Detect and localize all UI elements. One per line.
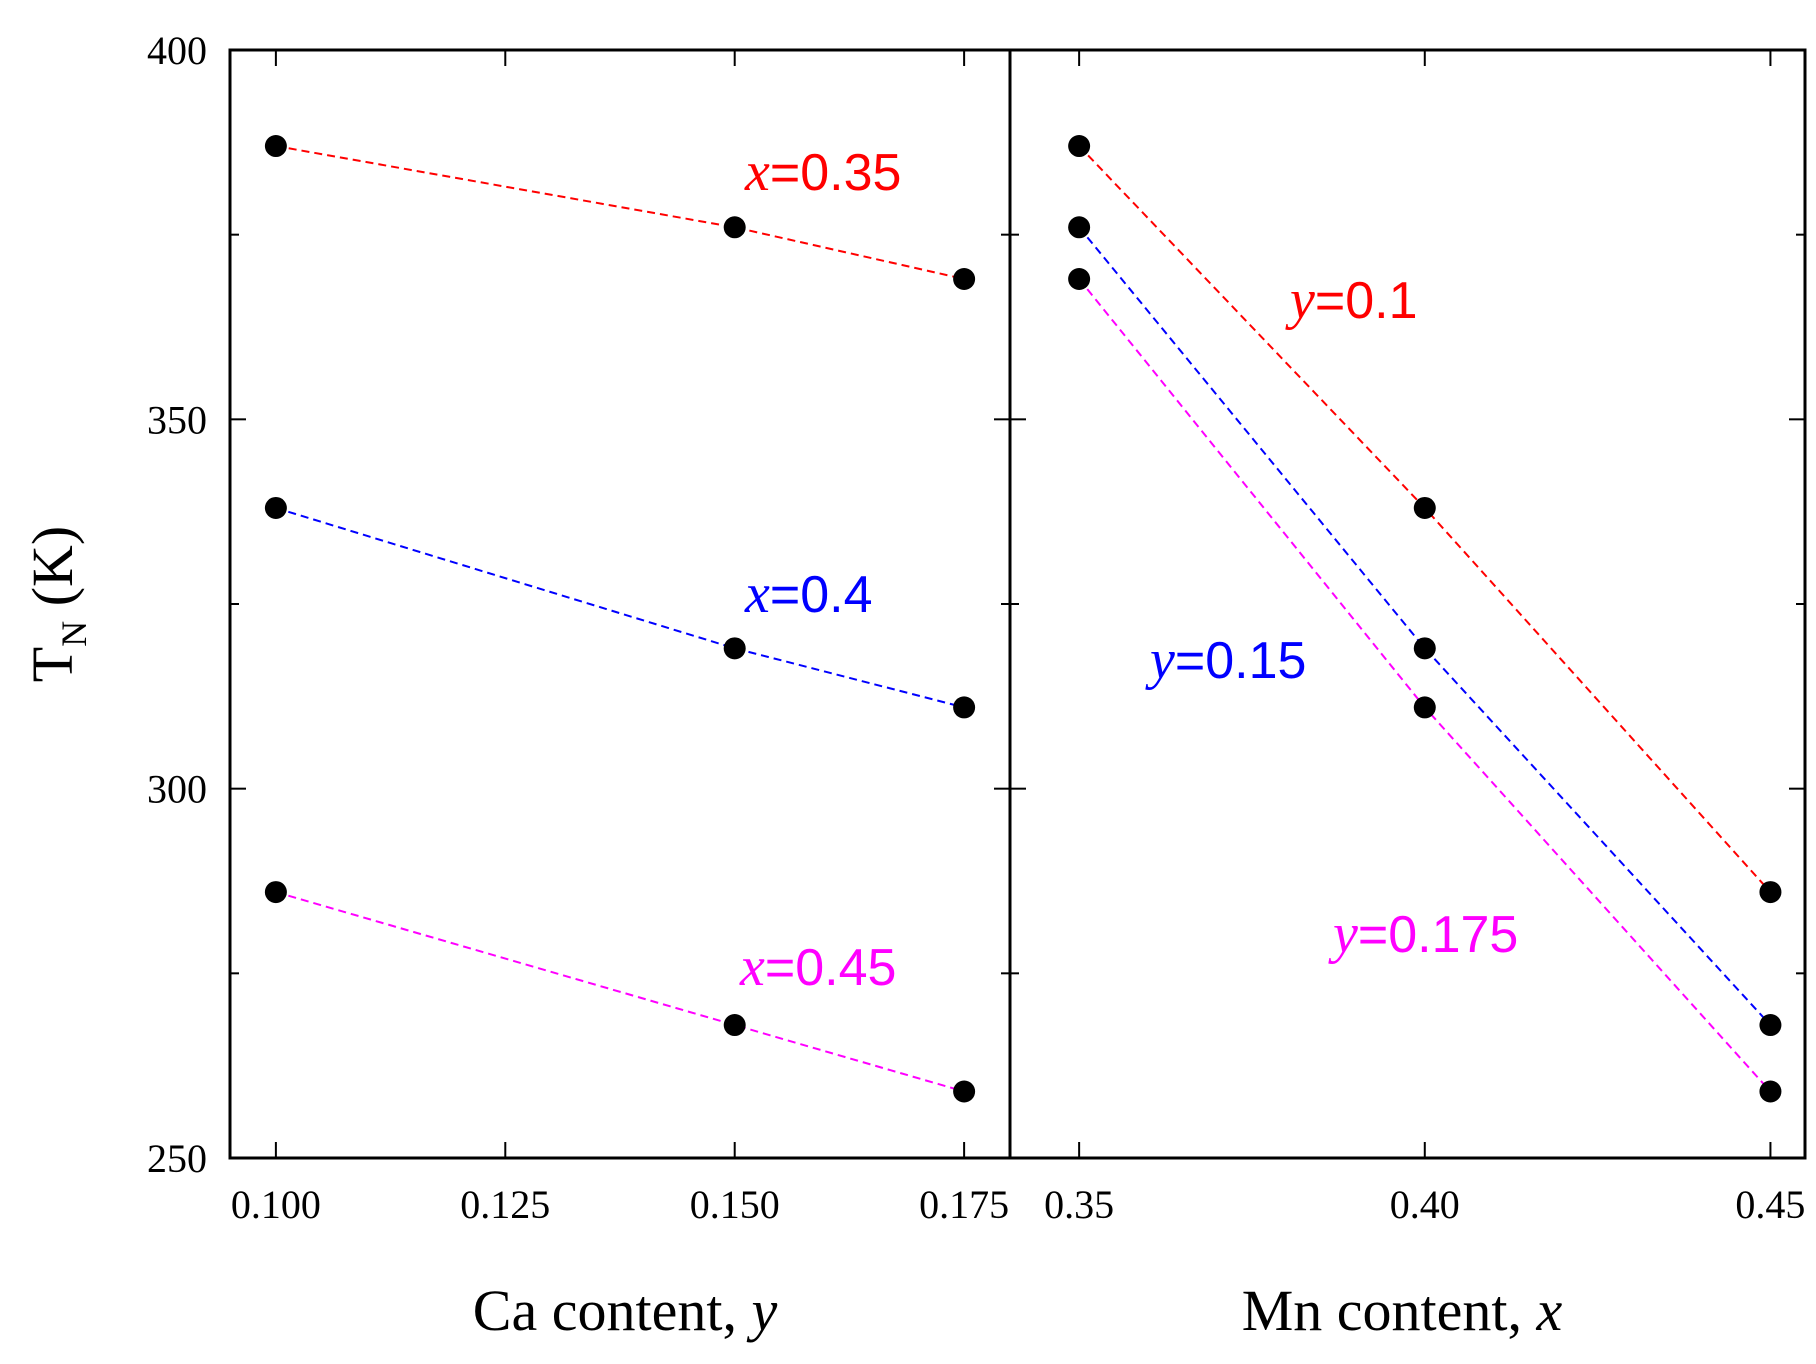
data-point [953,696,976,719]
series-line-0-1 [275,507,965,709]
annotation-var: y [1285,269,1315,331]
series-annotation: x=0.4 [744,563,873,625]
data-point [1413,696,1436,719]
y-tick-label: 300 [147,767,207,812]
annotation-var: x [744,141,770,203]
annotation-value: =0.35 [770,144,902,202]
annotation-value: =0.1 [1315,272,1418,330]
annotation-value: =0.4 [770,566,873,624]
data-point [1068,216,1091,239]
y-tick-label: 250 [147,1136,207,1181]
data-point [264,496,287,519]
x-tick-label: 0.175 [919,1182,1009,1227]
data-point [1759,881,1782,904]
data-point [1759,1080,1782,1103]
y-axis-title-main: T [20,647,85,682]
series-line-1-0 [1078,145,1772,893]
x-axis-title-var: y [746,1278,777,1343]
x-axis-title: Mn content, x [1242,1278,1563,1343]
series-annotation: y=0.1 [1285,269,1418,331]
data-point [264,881,287,904]
series-line-0-2 [275,891,965,1093]
data-point [953,267,976,290]
data-point [1413,496,1436,519]
series-line-1-1 [1078,226,1772,1026]
annotation-value: =0.175 [1358,906,1519,964]
x-tick-label: 0.125 [460,1182,550,1227]
annotation-var: y [1328,903,1358,965]
data-point [1068,135,1091,158]
x-axis-title-text: Ca content, [473,1278,752,1343]
x-tick-label: 0.40 [1390,1182,1460,1227]
y-tick-label: 400 [147,28,207,73]
x-tick-label: 0.45 [1735,1182,1805,1227]
series-annotation: x=0.45 [739,936,896,998]
x-axis-title-var: x [1536,1278,1563,1343]
data-point [723,637,746,660]
annotation-var: x [744,563,770,625]
data-point [1068,267,1091,290]
series-annotation: y=0.15 [1145,629,1306,691]
annotation-value: =0.15 [1175,632,1307,690]
x-tick-label: 0.35 [1044,1182,1114,1227]
annotation-value: =0.45 [765,939,897,997]
annotation-var: x [739,936,765,998]
y-tick-label: 350 [147,397,207,442]
x-tick-label: 0.100 [231,1182,321,1227]
data-point [1759,1014,1782,1037]
x-axis-title: Ca content, y [473,1278,778,1343]
x-axis-title-text: Mn content, [1242,1278,1537,1343]
data-point [264,135,287,158]
y-axis-title-unit: (K) [20,526,85,621]
data-point [1413,637,1436,660]
x-tick-label: 0.150 [690,1182,780,1227]
data-point [723,216,746,239]
series-annotation: y=0.175 [1328,903,1518,965]
data-point [723,1014,746,1037]
y-axis-title: TN (K) [20,526,94,682]
y-axis-title-sub: N [54,621,94,647]
plot-frame [228,48,1807,1160]
data-point [953,1080,976,1103]
series-annotation: x=0.35 [744,141,901,203]
annotation-var: y [1145,629,1175,691]
